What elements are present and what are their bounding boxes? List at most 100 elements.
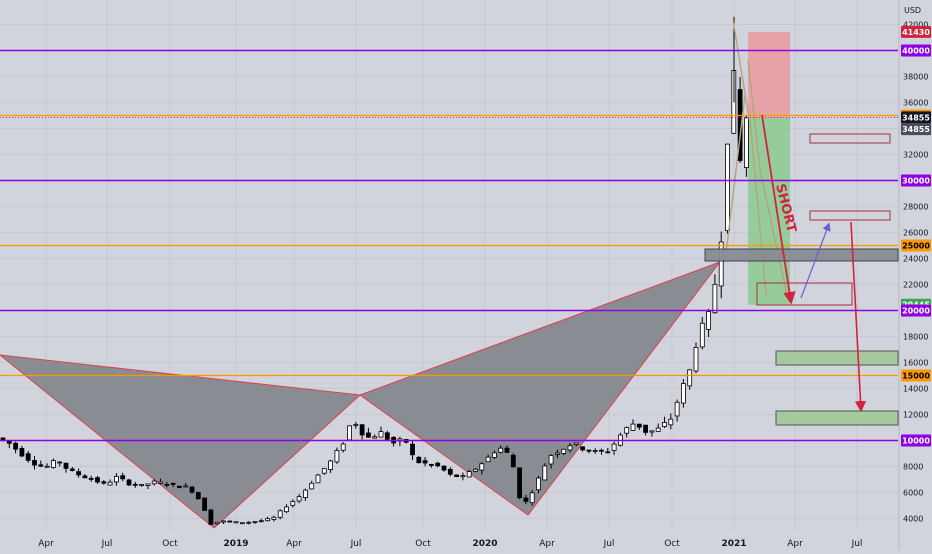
candle-body (277, 510, 283, 518)
candle-body (435, 462, 441, 467)
candle-body (334, 450, 340, 463)
candle-body (107, 481, 113, 486)
candle-body (372, 436, 378, 439)
y-axis-label: 8000 (903, 463, 923, 472)
candle-body (32, 460, 37, 466)
x-axis-label: Oct (664, 539, 680, 549)
candle-body (643, 424, 648, 433)
candle-body (158, 481, 163, 484)
candle-body (466, 471, 472, 478)
candle-body (384, 432, 390, 440)
candle-body (290, 501, 296, 506)
candle-body (699, 322, 705, 348)
y-axis-label: 36000 (903, 99, 928, 108)
candle-body (284, 506, 289, 513)
candle-body (95, 477, 100, 483)
candle-body (491, 452, 497, 458)
candle-body (221, 520, 226, 523)
candle-body (555, 452, 560, 455)
candle-body (88, 478, 94, 480)
candle-body (573, 442, 579, 445)
short-arrow (761, 114, 796, 305)
price-marker-41430: 41430 (901, 25, 931, 38)
price-marker-label: 34855 (902, 125, 930, 134)
candle-body (668, 418, 674, 426)
support-box-16000 (775, 350, 899, 366)
candle-body (744, 117, 749, 168)
candle-body (132, 483, 138, 486)
candle-body (523, 497, 529, 502)
candle-body (101, 481, 107, 484)
candle-body (38, 464, 44, 467)
candle-body (69, 468, 75, 471)
price-marker-33950: 34855 (901, 123, 931, 136)
candle-body (202, 497, 208, 511)
target-box-1 (809, 133, 891, 144)
candle-body (410, 443, 415, 456)
candle-body (176, 485, 182, 489)
candle-body (365, 432, 371, 438)
candle-body (485, 456, 491, 463)
candle-body (340, 443, 346, 451)
candle-body (296, 496, 302, 502)
candle-body (529, 492, 535, 504)
candle-body (189, 486, 195, 493)
x-axis-label: Apr (787, 539, 803, 549)
price-marker-label: 30000 (902, 177, 930, 186)
candle-body (712, 283, 718, 314)
candle-body (473, 468, 478, 472)
candle-body (649, 430, 655, 433)
currency-label: USD (904, 6, 921, 15)
candle-body (114, 476, 119, 483)
y-axis-label: 18000 (903, 333, 928, 342)
candle-body (586, 449, 592, 452)
candle-body (82, 475, 88, 479)
price-marker-bg (901, 304, 931, 317)
candle-body (208, 509, 214, 525)
y-axis-label: 4000 (903, 515, 923, 524)
candle-body (309, 482, 315, 490)
candle-body (13, 442, 19, 450)
y-axis-label: 38000 (903, 73, 928, 82)
price-marker-bg (901, 44, 931, 57)
candle-body (718, 241, 724, 287)
candle-body (725, 143, 730, 231)
candle-body (233, 521, 239, 524)
candle-body (151, 480, 157, 485)
candle-body (76, 471, 81, 476)
candle-body (693, 346, 699, 372)
candle-body (359, 424, 365, 436)
candle-body (517, 467, 522, 499)
candle-body (592, 450, 598, 452)
stop-loss-zone (748, 31, 790, 118)
x-axis-label: Oct (415, 539, 431, 549)
candle-body (479, 463, 485, 471)
candle-body (183, 485, 189, 488)
y-axis-label: 14000 (903, 385, 928, 394)
candle-body (441, 465, 447, 471)
candle-body (195, 492, 201, 500)
candle-body (536, 477, 541, 491)
price-marker-15000: 15000 (901, 369, 931, 382)
candle-body (655, 427, 661, 432)
price-axis-background (900, 0, 932, 550)
candle-body (25, 453, 31, 461)
candle-body (378, 431, 384, 438)
price-marker-bg (901, 239, 931, 252)
candle-body (611, 443, 617, 451)
x-axis-label: Jul (603, 539, 615, 549)
candle-body (170, 482, 176, 485)
price-marker-20000: 20000 (901, 304, 931, 317)
candle-body (353, 424, 359, 426)
y-axis-label: 24000 (903, 255, 928, 264)
price-marker-25000: 25000 (901, 239, 931, 252)
price-marker-40000: 40000 (901, 44, 931, 57)
x-axis-label: Jul (101, 539, 113, 549)
candle-body (19, 448, 25, 457)
pattern-triangle-bcd (358, 260, 722, 516)
x-axis-label: 2021 (721, 539, 746, 549)
candle-body (510, 454, 516, 468)
candle-body (145, 483, 151, 486)
